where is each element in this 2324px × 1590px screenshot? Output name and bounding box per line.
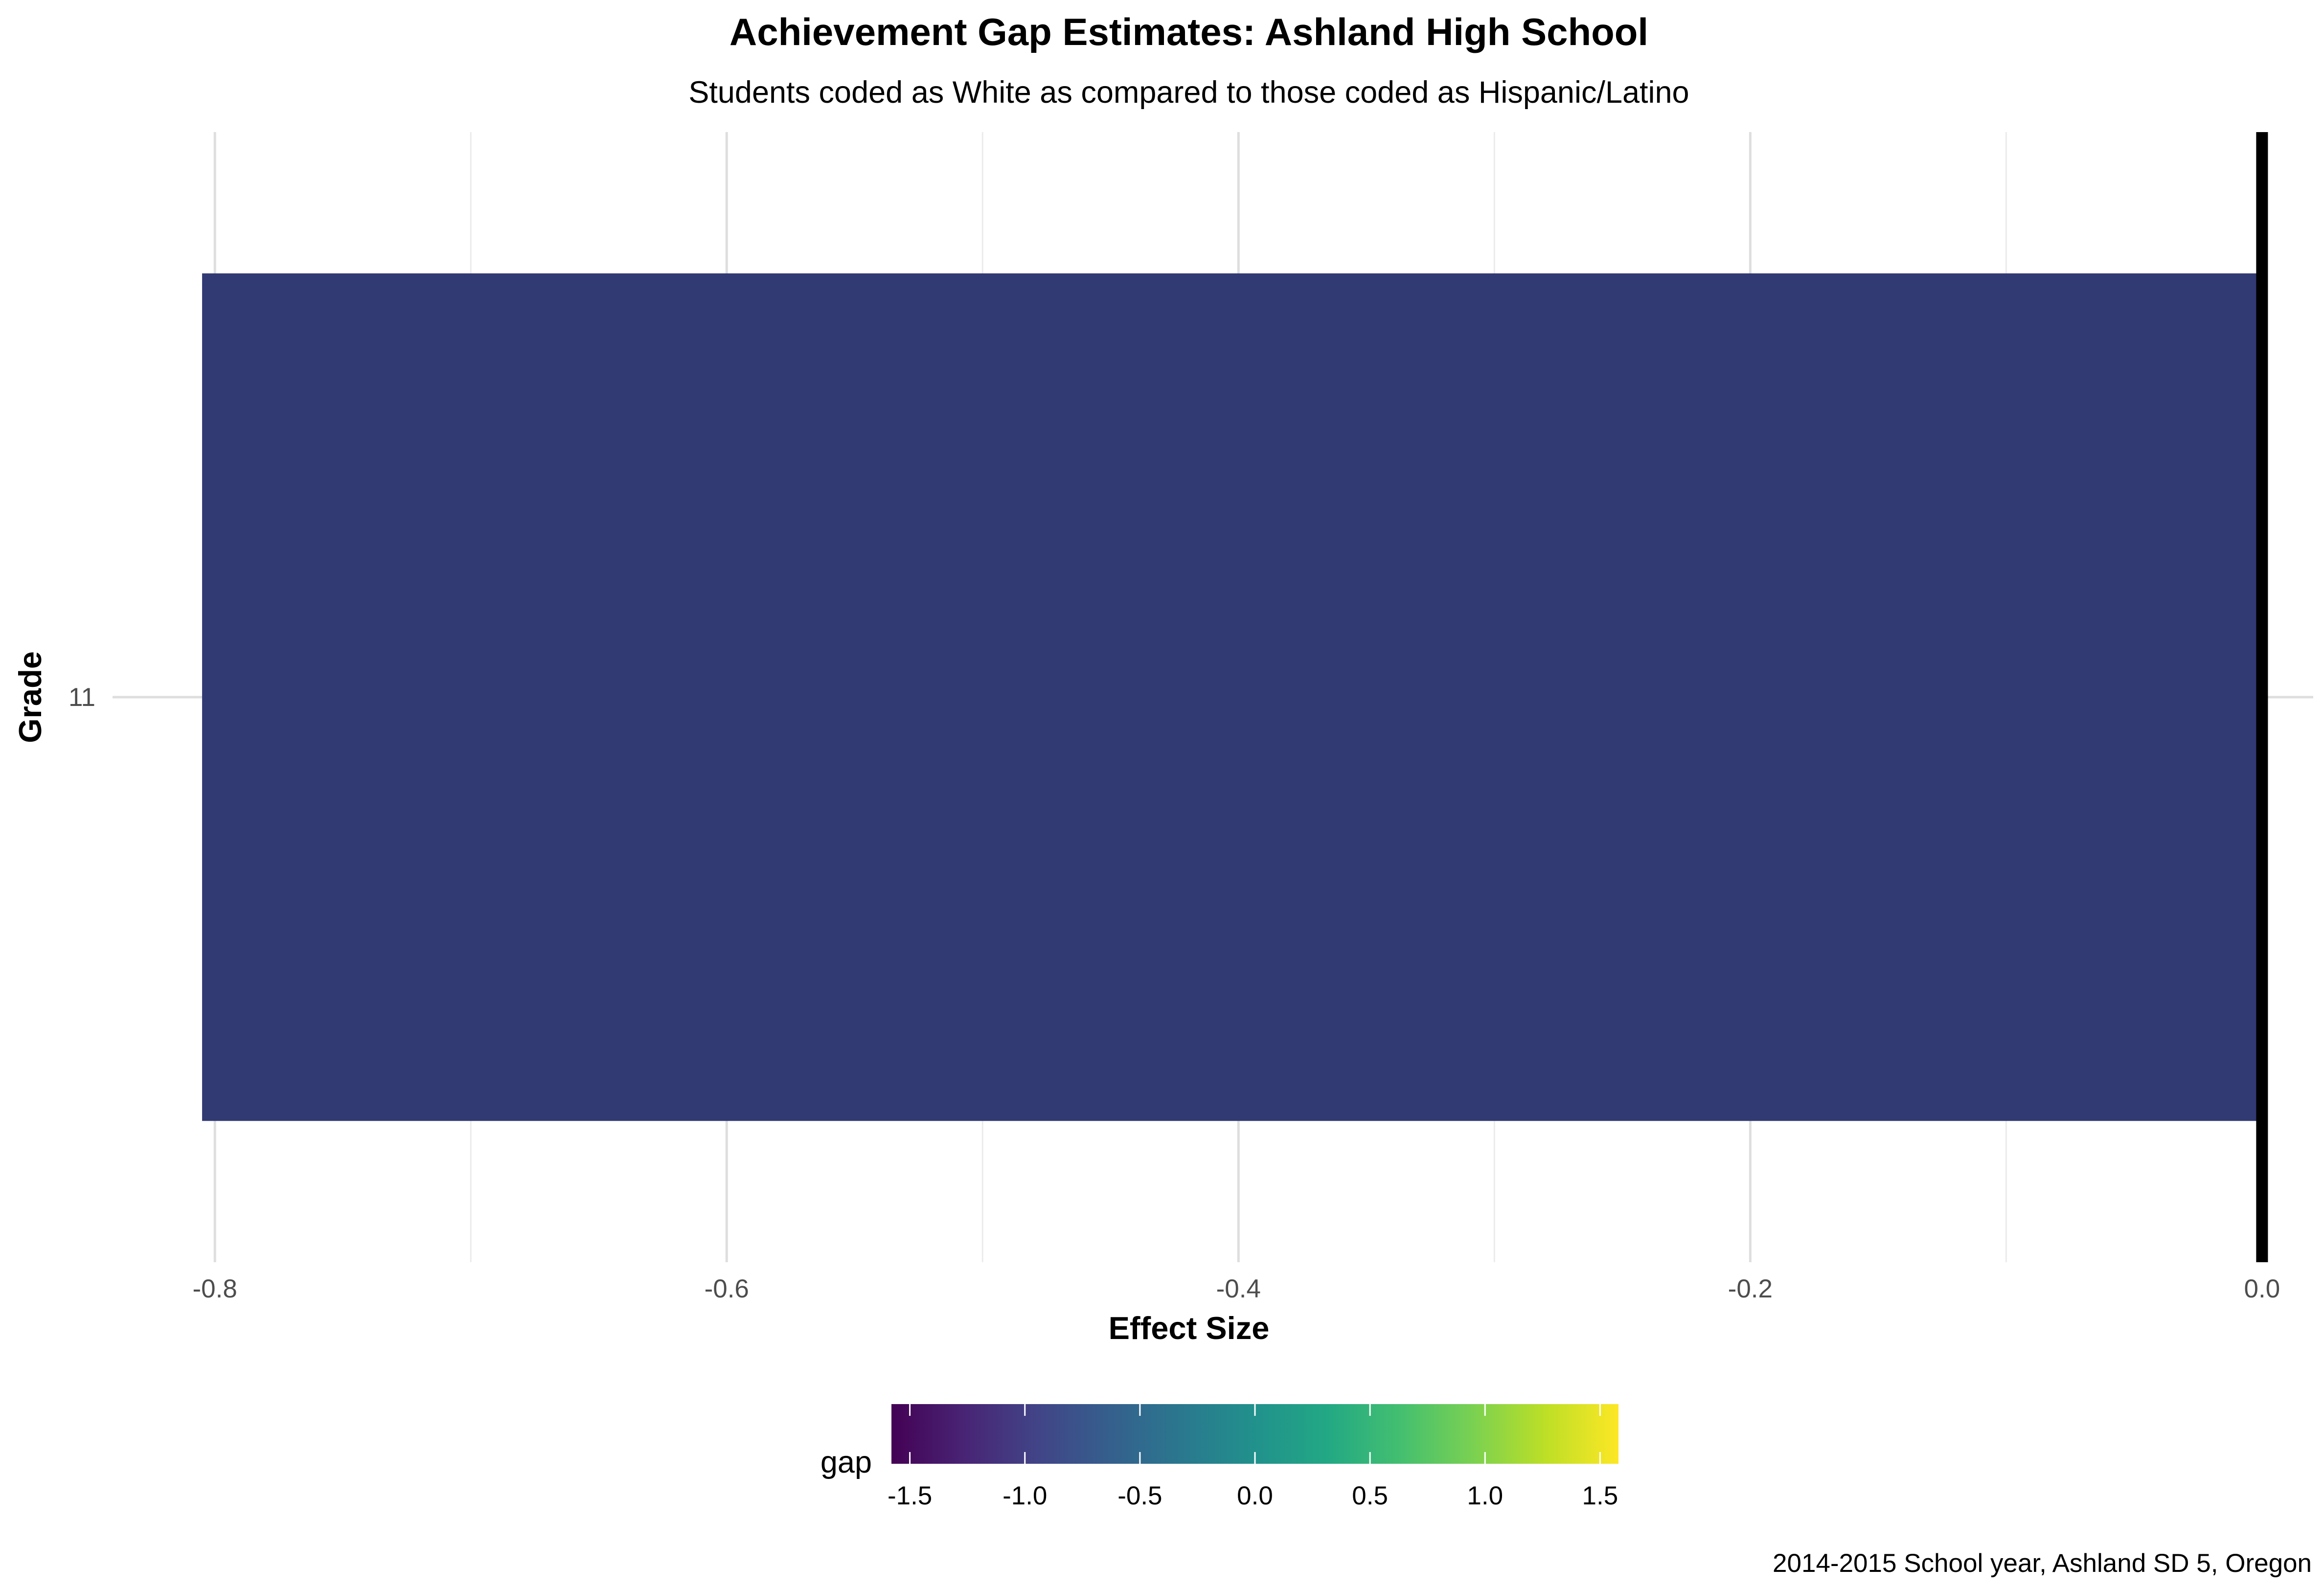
- legend-title: gap: [820, 1445, 872, 1479]
- y-tick-label: 11: [68, 683, 95, 712]
- chart-caption: 2014-2015 School year, Ashland SD 5, Ore…: [1773, 1549, 2312, 1578]
- x-tick-label: 0.0: [2244, 1274, 2280, 1303]
- x-tick-label: -0.8: [193, 1274, 237, 1303]
- bar: [202, 273, 2262, 1121]
- y-tick-labels: 11: [68, 683, 95, 712]
- x-tick-label: -0.4: [1216, 1274, 1261, 1303]
- legend-tick-label: 0.0: [1237, 1481, 1273, 1510]
- x-tick-label: -0.2: [1728, 1274, 1773, 1303]
- y-axis-title: Grade: [12, 651, 48, 743]
- legend-tick-label: 1.0: [1467, 1481, 1503, 1510]
- x-axis-title: Effect Size: [1109, 1310, 1270, 1346]
- legend-ticks: -1.5 -1.0 -0.5 0.0 0.5 1.0 1.5: [888, 1404, 1618, 1510]
- legend-tick-label: -0.5: [1117, 1481, 1162, 1510]
- chart-subtitle: Students coded as White as compared to t…: [688, 75, 1689, 110]
- legend-tick-label: 0.5: [1352, 1481, 1388, 1510]
- bars: [202, 273, 2262, 1121]
- legend-tick-label: -1.5: [888, 1481, 932, 1510]
- color-legend: gap -1.5 -1.0 -0.5 0.0 0.5 1.0 1.5: [820, 1404, 1618, 1510]
- legend-tick-label: 1.5: [1582, 1481, 1618, 1510]
- x-tick-labels: -0.8 -0.6 -0.4 -0.2 0.0: [193, 1274, 2280, 1303]
- chart-title: Achievement Gap Estimates: Ashland High …: [729, 10, 1648, 53]
- legend-tick-label: -1.0: [1003, 1481, 1047, 1510]
- x-tick-label: -0.6: [705, 1274, 749, 1303]
